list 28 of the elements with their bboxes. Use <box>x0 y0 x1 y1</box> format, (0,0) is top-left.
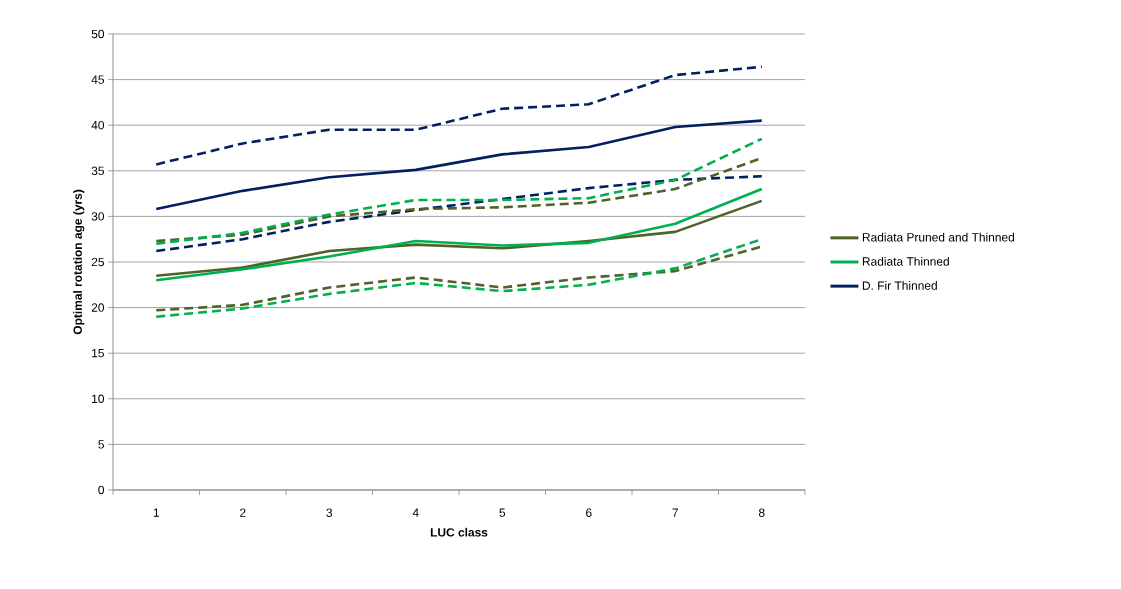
y-tick-label: 50 <box>91 29 105 39</box>
x-tick-label: 1 <box>153 508 159 517</box>
x-tick-label: 5 <box>499 508 506 517</box>
x-tick-label: 7 <box>672 508 678 517</box>
x-tick-label: 3 <box>326 508 333 517</box>
line-series <box>154 65 764 166</box>
y-tick-label: 20 <box>91 303 105 312</box>
y-tick-label: 35 <box>91 166 104 176</box>
line-series <box>154 187 764 282</box>
y-tick-label: 0 <box>98 485 105 495</box>
x-tick-label: 2 <box>240 508 246 517</box>
x-tick-label: 8 <box>758 508 765 517</box>
y-axis-title: Optimal rotation age (yrs) <box>73 189 85 335</box>
y-tick-label: 45 <box>91 75 104 84</box>
y-tick-label: 30 <box>91 212 105 221</box>
x-axis-title: LUC class <box>430 527 488 537</box>
y-tick-label: 5 <box>98 440 104 449</box>
legend-label: Radiata Thinned <box>862 256 949 266</box>
legend-label: Radiata Pruned and Thinned <box>862 232 1014 242</box>
y-tick-label: 25 <box>91 257 104 267</box>
x-tick-label: 6 <box>586 508 592 517</box>
line-series <box>154 137 764 246</box>
legend-label: D. Fir Thinned <box>862 281 937 290</box>
y-tick-label: 40 <box>91 120 105 130</box>
y-tick-label: 15 <box>92 349 104 358</box>
y-tick-label: 10 <box>92 394 105 404</box>
x-tick-label: 4 <box>412 508 419 517</box>
line-series <box>154 119 764 211</box>
